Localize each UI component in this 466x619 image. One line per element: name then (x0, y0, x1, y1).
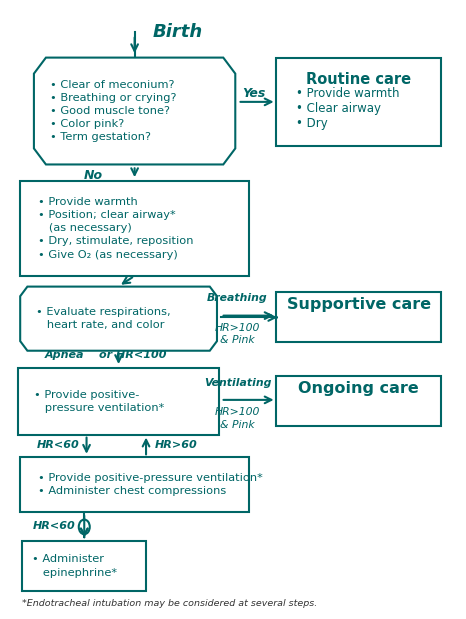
Bar (276, 292, 441, 342)
Text: HR<60: HR<60 (37, 440, 80, 450)
Text: Birth: Birth (153, 23, 203, 41)
Bar (20, 181, 249, 275)
Text: *Endotracheal intubation may be considered at several steps.: *Endotracheal intubation may be consider… (22, 599, 318, 608)
Text: No: No (84, 168, 103, 181)
Text: HR>100
& Pink: HR>100 & Pink (215, 407, 260, 430)
Text: Supportive care: Supportive care (287, 297, 431, 313)
Text: • Provide positive-pressure ventilation*
• Administer chest compressions: • Provide positive-pressure ventilation*… (39, 473, 263, 496)
Text: • Provide warmth
• Clear airway
• Dry: • Provide warmth • Clear airway • Dry (296, 87, 400, 131)
Text: HR>60: HR>60 (154, 440, 197, 450)
Text: • Clear of meconium?
• Breathing or crying?
• Good muscle tone?
• Color pink?
• : • Clear of meconium? • Breathing or cryi… (50, 80, 177, 142)
Bar (276, 58, 441, 146)
Bar (18, 368, 219, 435)
Text: Ventilating: Ventilating (204, 378, 271, 387)
Text: • Evaluate respirations,
   heart rate, and color: • Evaluate respirations, heart rate, and… (36, 307, 171, 331)
Bar (276, 376, 441, 426)
Text: Ongoing care: Ongoing care (299, 381, 419, 396)
Polygon shape (34, 58, 235, 165)
Text: • Provide warmth
• Position; clear airway*
   (as necessary)
• Dry, stimulate, r: • Provide warmth • Position; clear airwa… (39, 197, 194, 260)
Text: Yes: Yes (242, 87, 265, 100)
Polygon shape (20, 287, 217, 351)
Text: HR<60: HR<60 (33, 521, 76, 531)
Text: Apnea: Apnea (45, 350, 84, 360)
Bar (22, 541, 146, 591)
Text: • Administer
   epinephrine*: • Administer epinephrine* (32, 555, 117, 578)
Text: • Provide positive-
   pressure ventilation*: • Provide positive- pressure ventilation… (34, 389, 164, 413)
Text: Breathing: Breathing (207, 293, 268, 303)
Bar (20, 457, 249, 513)
Text: Routine care: Routine care (306, 72, 411, 87)
Text: or HR<100: or HR<100 (99, 350, 166, 360)
Text: HR>100
& Pink: HR>100 & Pink (215, 323, 260, 345)
